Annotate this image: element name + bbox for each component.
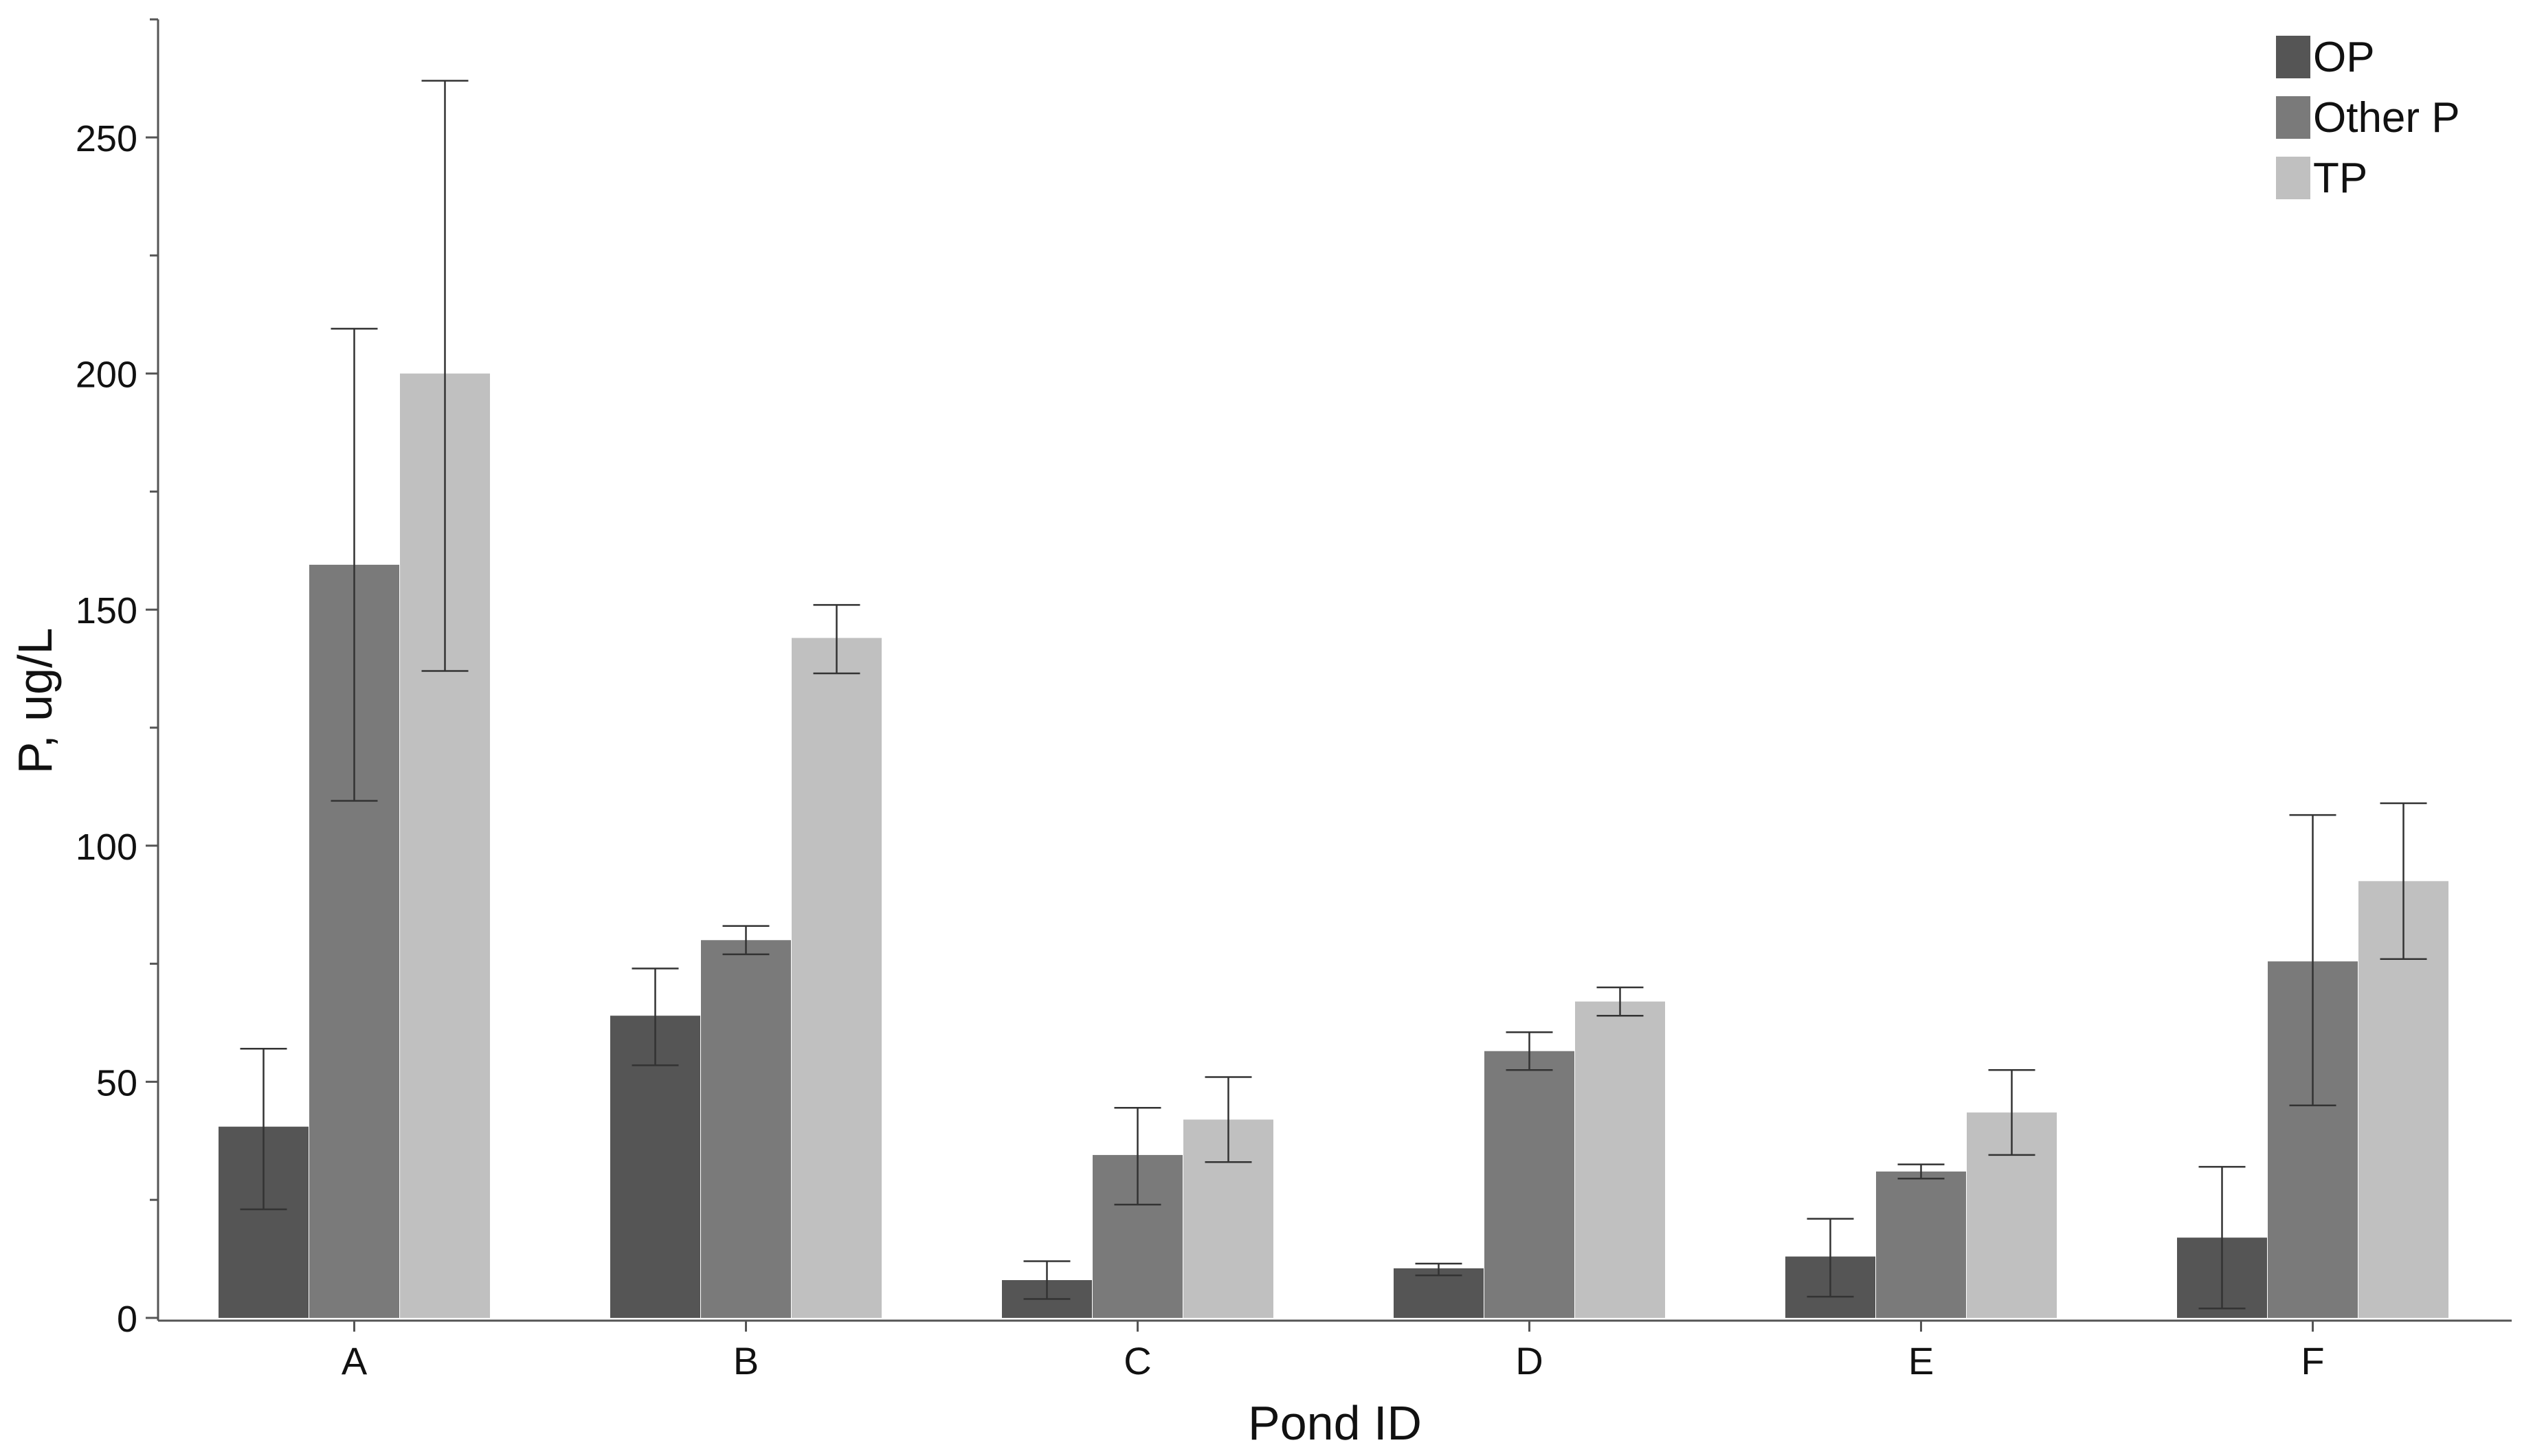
y-tick-label: 250 [76,118,137,159]
x-tick-label: D [1515,1339,1543,1382]
x-tick-label: C [1124,1339,1151,1382]
error-bar-other-p-a [331,328,378,802]
error-bar-op-f [2198,1165,2246,1310]
error-bars [240,80,2427,1310]
y-tick-label: 200 [76,355,137,396]
error-bar-other-p-c [1114,1106,1161,1206]
bar-tp-d [1575,1001,1665,1318]
plot-area [219,373,2448,1318]
legend-item-tp: TP [2276,155,2367,202]
error-bar-other-p-f [2289,814,2336,1107]
error-bar-op-d [1415,1262,1462,1277]
error-bar-other-p-b [722,925,770,956]
x-axis-ticks: A B C D E F [342,1321,2325,1382]
y-tick-label: 0 [117,1299,137,1340]
legend-label: TP [2313,155,2367,202]
error-bar-other-p-d [1506,1031,1553,1071]
bar-other-p-b [701,940,791,1318]
error-bar-op-b [632,967,679,1066]
legend-label: Other P [2313,94,2460,142]
legend-swatch [2276,157,2310,199]
bar-other-p-e [1876,1171,1966,1318]
x-tick-label: B [733,1339,759,1382]
x-tick-label: A [342,1339,368,1382]
legend-item-other-p: Other P [2276,94,2460,142]
bar-op-d [1394,1268,1484,1318]
y-tick-label: 150 [76,590,137,631]
legend-label: OP [2313,34,2375,81]
error-bar-op-a [240,1048,287,1211]
legend-item-op: OP [2276,34,2375,81]
error-bar-tp-d [1596,986,1644,1017]
error-bar-tp-f [2380,802,2427,960]
error-bar-tp-c [1205,1076,1252,1163]
error-bar-op-e [1807,1218,1854,1298]
x-tick-label: E [1908,1339,1934,1382]
y-tick-label: 50 [96,1062,137,1104]
error-bar-op-c [1023,1260,1071,1300]
x-axis-title: Pond ID [1248,1396,1422,1450]
error-bar-tp-a [421,80,469,672]
y-axis-ticks: 0 50 100 150 200 250 [76,18,158,1340]
legend-swatch [2276,36,2310,78]
legend-swatch [2276,96,2310,139]
bar-tp-b [792,638,882,1318]
y-axis-title: P, ug/L [8,628,62,774]
legend: OP Other P TP [2276,34,2460,202]
x-tick-label: F [2301,1339,2324,1382]
error-bar-tp-b [813,604,860,675]
error-bar-other-p-e [1897,1163,1945,1180]
error-bar-tp-e [1988,1068,2035,1156]
y-tick-label: 100 [76,827,137,868]
bar-other-p-d [1484,1051,1574,1318]
